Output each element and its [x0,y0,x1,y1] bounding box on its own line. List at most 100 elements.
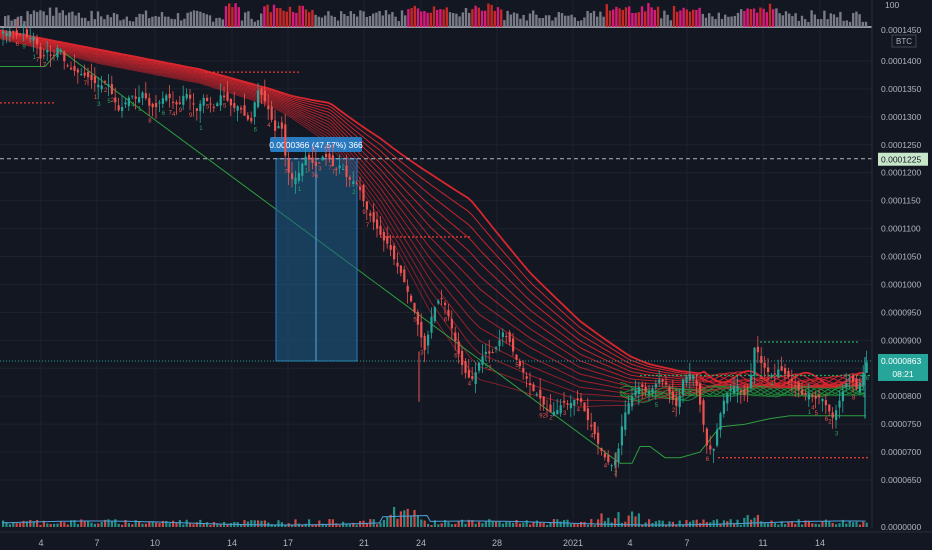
volume-bar [321,523,324,527]
candle-body [794,384,797,386]
price-axis[interactable]: 100 0.0001450 BTC 0.0001400 0.0001350 0.00013… [871,0,932,550]
candle-count-label: 7 [43,62,47,68]
volume-bar [39,524,42,527]
oscillator-bar [727,16,730,27]
candle-body [546,409,549,411]
oscillator-bar [228,3,231,27]
oscillator-bar [279,8,282,27]
volume-bar [641,524,644,527]
volume-bar [155,522,158,527]
candle-count-label: 1 [199,126,203,132]
candle-count-label: 1 [305,169,309,175]
candle-body [151,103,154,108]
ribbon-band [0,38,865,408]
volume-bar [437,524,440,527]
candle-body [124,102,127,105]
volume-bar [433,520,436,527]
candle-body [671,391,674,400]
candle-body [597,432,600,444]
candle-body [586,408,589,421]
oscillator-bar [58,12,61,27]
candle-body [199,103,202,112]
volume-bar [716,519,719,527]
time-axis[interactable]: 4 7 10 14 17 21 24 28 2021 4 7 11 14 [0,531,932,548]
candle-count-label: 9 [189,113,193,119]
volume-bar [467,519,470,527]
candle-count-label: 3 [835,431,839,437]
volume-bar [841,519,844,527]
volume-bar [423,520,426,527]
candle-body [168,93,171,99]
candle-body [838,400,841,408]
volume-bar [178,520,181,527]
candle-body [328,153,331,160]
candle-body [848,378,851,380]
candle-body [63,51,66,62]
candle-body [100,85,103,90]
oscillator-bar [160,11,164,27]
time-tick: 10 [150,538,160,548]
oscillator-bar [695,9,698,27]
candle-count-label: 7 [284,170,288,176]
oscillator-bar [352,13,356,27]
price-tick: 0.0001050 [881,252,921,262]
volume-bar [410,516,413,527]
candle-body [767,367,770,372]
volume-bar [209,524,212,527]
volume-bar [141,523,144,527]
volume-bar [529,524,532,527]
measure-tool[interactable]: 0.0000366 (47.57%) 366 [269,137,363,362]
oscillator-bar [272,4,276,27]
volume-bar [675,524,678,527]
volume-bar [257,520,260,527]
candle-count-label: 6 [16,42,20,48]
oscillator-bar [308,12,311,27]
oscillator-bar [599,11,602,27]
oscillator-bar [432,6,436,28]
time-tick: 24 [416,538,426,548]
oscillator-bar [250,18,253,27]
oscillator-bar [698,7,701,28]
candle-body [682,379,685,395]
oscillator-bar [589,12,592,27]
time-tick: 21 [359,538,369,548]
candle-count-label: 1 [94,95,98,101]
candle-count-label: 6 [162,111,166,117]
oscillator-bar [173,19,176,27]
candle-body [56,47,59,58]
candle-body [450,319,453,329]
volume-axis-label: 0.0000000 [881,522,921,532]
candle-count-label: 9 [539,414,543,420]
volume-bar [202,524,205,527]
volume-bar [661,520,664,527]
oscillator-bar [730,16,733,27]
candle-body [501,332,504,338]
current-price-label: 0.0000863 [881,356,921,366]
oscillator-bar [340,11,343,27]
oscillator-bar [135,17,138,27]
candle-body [148,98,151,106]
volume-bar [46,523,49,527]
oscillator-bar [375,12,378,27]
candle-body [644,387,647,392]
oscillator-bar [701,13,704,27]
oscillator-bar [16,16,20,27]
oscillator-bar [23,21,26,27]
volume-bar [821,521,824,527]
oscillator-bar [71,11,74,27]
candle-body [722,400,725,414]
current-price-tag [878,354,928,382]
oscillator-bar [154,16,157,27]
volume-bar [226,524,229,527]
volume-bar [525,520,528,527]
volume-bar [117,523,120,527]
candle-count-label: 2 [828,419,832,425]
volume-bar [393,506,396,527]
oscillator-bar [138,13,141,27]
candle-body [70,67,73,70]
candle-body [413,303,416,313]
candle-body [518,361,521,367]
volume-bar [100,521,103,527]
